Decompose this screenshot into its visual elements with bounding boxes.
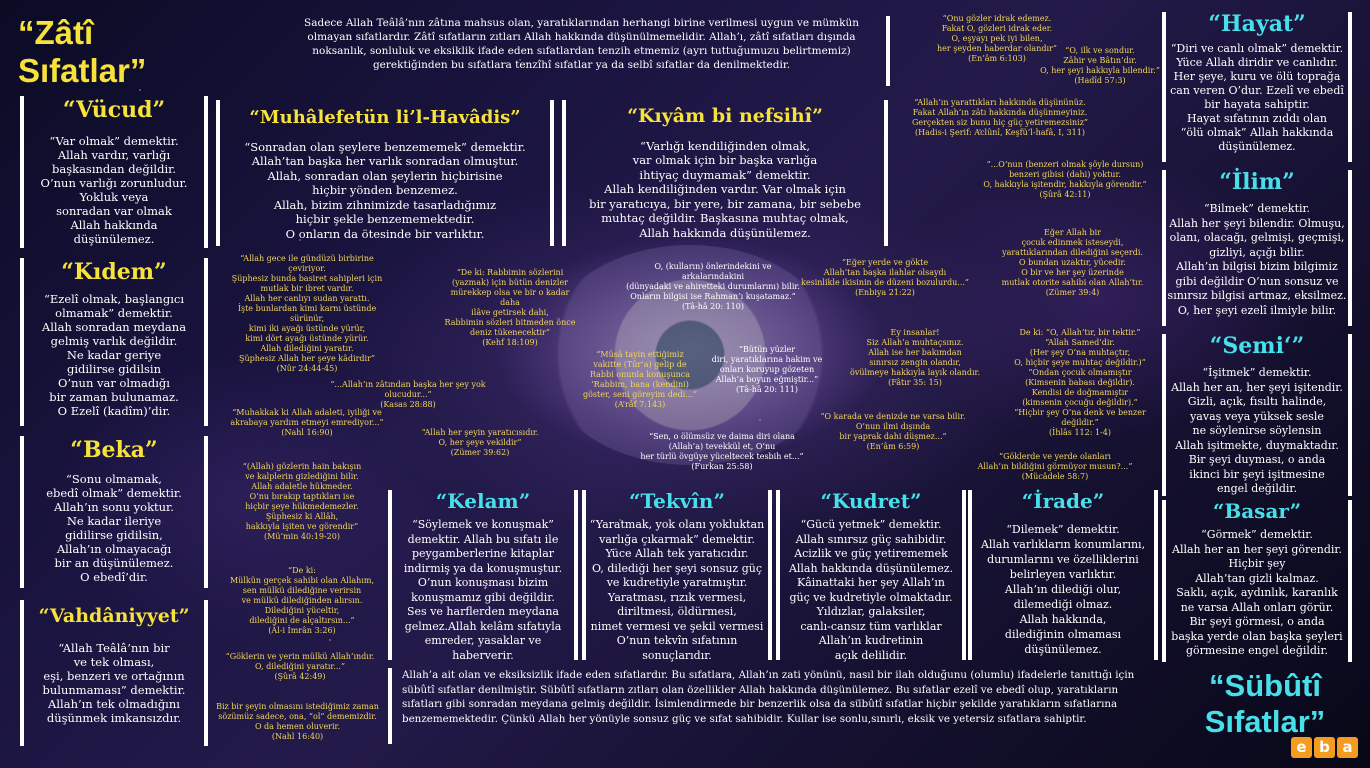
quote-zumer-4: Eğer Allah bir çocuk edinmek isteseydi, … <box>1001 228 1144 297</box>
hayat-text: “Diri ve canlı olmak” demektir. Yüce All… <box>1170 42 1344 154</box>
vucud-panel: “Vücud” “Var olmak” demektir. Allah vard… <box>20 96 208 248</box>
hayat-title: “Hayat” <box>1208 11 1306 37</box>
hayat-panel: “Hayat” “Diri ve canlı olmak” demektir. … <box>1162 12 1352 162</box>
quote-sura-11: “...O’nun (benzeri olmak şöyle dursun) b… <box>983 160 1147 199</box>
kelam-title: “Kelam” <box>435 489 531 513</box>
beka-title: “Beka” <box>70 437 158 463</box>
ilim-text: “Bilmek” demektir. Allah her şeyi bilend… <box>1167 202 1347 317</box>
kiyam-text: “Varlığı kendiliğinden olmak, var olmak … <box>589 138 861 240</box>
eye-artwork <box>540 245 840 465</box>
tekvin-panel: “Tekvîn” “Yaratmak, yok olanı yokluktan … <box>582 489 772 662</box>
intro-text: Sadece Allah Teâlâ’nın zâtına mahsus ola… <box>304 17 859 71</box>
zati-title-box: “Zâtî Sıfatlar” <box>18 14 193 94</box>
muhalefet-text: “Sonradan olan şeylere benzememek” demek… <box>244 139 526 241</box>
quote-hadis: “Allah’ın yarattıkları hakkında düşününü… <box>911 98 1089 137</box>
vucud-title: “Vücud” <box>62 97 166 123</box>
semi-text: “İşitmek” demektir. Allah her an, her şe… <box>1171 366 1343 496</box>
quote-enam-59: “O karada ve denizde ne varsa bilir. O’n… <box>820 412 966 451</box>
quote-enbiya: “Eğer yerde ve gökte Allah’tan başka ila… <box>801 258 969 297</box>
eba-logo-letter: e <box>1291 737 1312 758</box>
quote-araf: “Mûsâ tayin ettiğimiz vakitte (Tûr’a) ge… <box>582 350 698 409</box>
irade-panel: “İrade” “Dilemek” demektir. Allah varlık… <box>968 490 1158 660</box>
eba-logo-letter: b <box>1314 737 1335 758</box>
quote-taha-110: O, (kulların) önlerindekini ve arkaların… <box>626 262 800 311</box>
vucud-text: “Var olmak” demektir. Allah vardır, varl… <box>40 134 188 247</box>
quote-mumin: “(Allah) gözlerin hain bakışın ve kalple… <box>242 462 362 541</box>
basar-panel: “Basar” “Görmek” demektir. Allah her an … <box>1162 500 1352 662</box>
quote-ali-imran: “De ki: Mülkün gerçek sahibi olan Allahı… <box>229 566 375 635</box>
basar-title: “Basar” <box>1212 499 1302 523</box>
tekvin-title: “Tekvîn” <box>629 489 725 513</box>
intro-box: Sadece Allah Teâlâ’nın zâtına mahsus ola… <box>285 16 890 86</box>
kudret-title: “Kudret” <box>820 489 922 513</box>
quote-nahl-90: “Muhakkak ki Allah adaleti, iyiliği ve a… <box>230 408 384 437</box>
quote-enam-103: “Onu gözler idrak edemez. Fakat O, gözle… <box>937 14 1057 63</box>
kidem-text: “Ezelî olmak, başlangıcı olmamak” demekt… <box>41 292 187 419</box>
kidem-title: “Kıdem” <box>61 259 167 285</box>
beka-panel: “Beka” “Sonu olmamak, ebedî olmak” demek… <box>20 436 208 588</box>
subuti-text: Allah’a ait olan ve eksiksizlik ifade ed… <box>402 669 1135 725</box>
quote-nahl-40: Biz bir şeyin olmasını istediğimiz zaman… <box>216 702 379 741</box>
basar-text: “Görmek” demektir. Allah her an her şeyi… <box>1171 528 1343 657</box>
kelam-panel: “Kelam” “Söylemek ve konuşmak” demektir.… <box>388 489 578 662</box>
vahdaniyyet-text: “Allah Teâlâ’nın bir ve tek olması, eşi,… <box>42 640 186 725</box>
kudret-text: “Gücü yetmek” demektir. Allah sınırsız g… <box>788 518 954 662</box>
vahdaniyyet-title: “Vahdâniyyet” <box>38 605 190 627</box>
muhalefet-panel: “Muhâlefetün li’l-Havâdis” “Sonradan ola… <box>216 100 554 246</box>
quote-mucadele: “Göklerde ve yerde olanları Allah’ın bil… <box>977 452 1133 481</box>
subuti-title: “Sübûtî Sıfatlar” <box>1204 668 1326 739</box>
tekvin-text: “Yaratmak, yok olanı yokluktan varlığa ç… <box>589 518 765 662</box>
kelam-text: “Söylemek ve konuşmak” demektir. Allah b… <box>403 518 563 662</box>
quote-nur: “Allah gece ile gündüzü birbirine çeviri… <box>231 254 383 373</box>
semi-panel: “Semi‘” “İşitmek” demektir. Allah her an… <box>1162 334 1352 496</box>
irade-text: “Dilemek” demektir. Allah varlıkların ko… <box>980 523 1146 656</box>
quote-furkan: “Sen, o ölümsüz ve daima diri olana (All… <box>640 432 804 471</box>
irade-title: “İrade” <box>1021 489 1105 513</box>
vahdaniyyet-panel: “Vahdâniyyet” “Allah Teâlâ’nın bir ve te… <box>20 600 208 746</box>
quote-hadid: “O, ilk ve sondur. Zâhir ve Bâtın’dır. O… <box>1040 46 1160 85</box>
quote-sura-49: “Göklerin ve yerin mülkü Allah’ındır. O,… <box>225 652 375 681</box>
eba-logo-letter: a <box>1337 737 1358 758</box>
zati-title: “Zâtî Sıfatlar” <box>18 14 147 89</box>
quote-taha-111: “Bütün yüzler diri, yaratıklarına hakim … <box>711 345 823 394</box>
kiyam-title: “Kıyâm bi nefsihî” <box>627 105 823 127</box>
muhalefet-title: “Muhâlefetün li’l-Havâdis” <box>249 107 521 128</box>
semi-title: “Semi‘” <box>1209 333 1305 359</box>
subuti-box: Allah’a ait olan ve eksiksizlik ifade ed… <box>388 668 1160 744</box>
kidem-panel: “Kıdem” “Ezelî olmak, başlangıcı olmamak… <box>20 258 208 426</box>
quote-kasas: “...Allah’ın zâtından başka her şey yok … <box>330 380 486 409</box>
kiyam-panel: “Kıyâm bi nefsihî” “Varlığı kendiliğinde… <box>562 100 888 246</box>
ilim-panel: “İlim” “Bilmek” demektir. Allah her şeyi… <box>1162 170 1352 326</box>
eba-logo: e b a <box>1291 737 1358 758</box>
kudret-panel: “Kudret” “Gücü yetmek” demektir. Allah s… <box>776 489 966 662</box>
ilim-title: “İlim” <box>1219 169 1295 195</box>
quote-fatir: Ey insanlar! Siz Allah’a muhtaçsınız. Al… <box>850 328 980 387</box>
quote-zumer-62: “Allah her şeyin yaratıcısıdır. O, her ş… <box>421 428 539 457</box>
subuti-title-box: “Sübûtî Sıfatlar” <box>1180 668 1350 748</box>
beka-text: “Sonu olmamak, ebedî olmak” demektir. Al… <box>46 472 182 585</box>
quote-ihlas: De ki: “O, Allah’tır, bir tektir.” “Alla… <box>1014 328 1146 437</box>
quote-kehf: “De ki: Rabbimin sözlerini (yazmak) için… <box>444 268 576 347</box>
